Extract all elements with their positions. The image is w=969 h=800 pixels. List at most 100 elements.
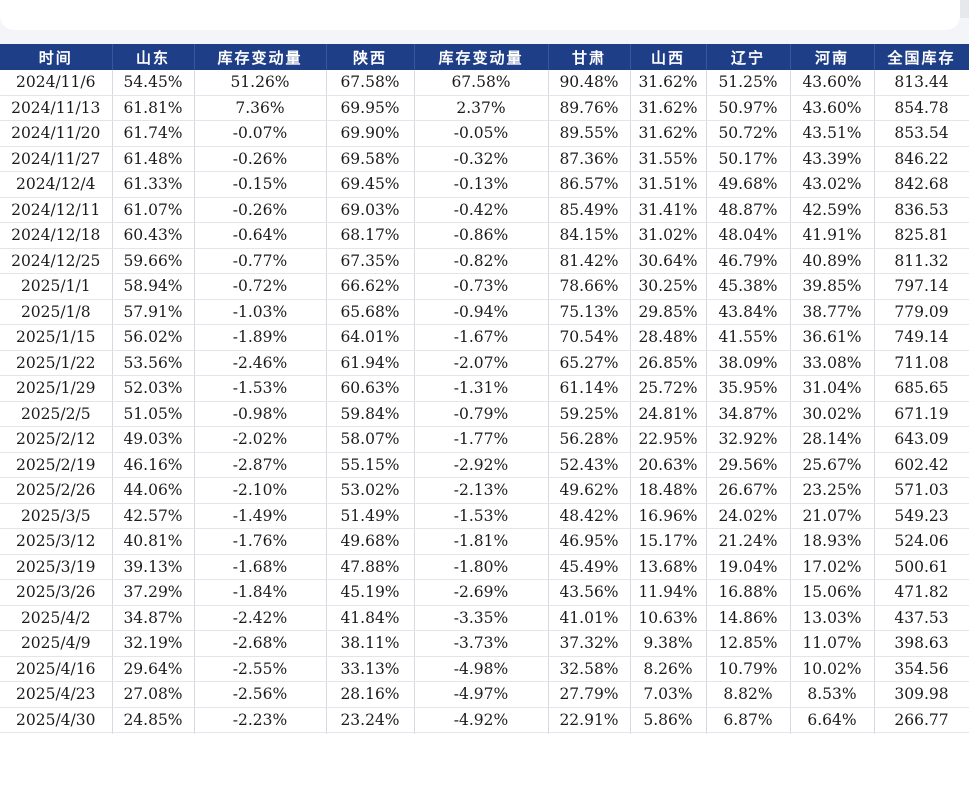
value-cell: -0.42% [414, 197, 549, 223]
value-cell: 67.58% [414, 70, 549, 96]
value-cell: 60.63% [326, 375, 415, 402]
value-cell: -2.46% [194, 350, 327, 376]
value-cell: 8.26% [630, 656, 707, 682]
date-cell: 2025/4/9 [0, 630, 113, 657]
value-cell: 37.32% [548, 630, 631, 657]
date-cell: 2024/12/4 [0, 171, 113, 198]
value-cell: 23.24% [326, 707, 415, 733]
value-cell: 61.07% [112, 197, 195, 223]
value-cell: 57.91% [112, 299, 195, 325]
value-cell: 21.07% [790, 503, 875, 529]
table-body: 2024/11/6 54.45% 51.26% 67.58% 67.58% 90.48% 3… [0, 70, 969, 759]
value-cell: 27.79% [548, 681, 631, 708]
value-cell: 59.66% [112, 248, 195, 274]
value-cell: 25.72% [630, 375, 707, 402]
value-cell: -0.32% [414, 146, 549, 172]
value-cell: 20.63% [630, 452, 707, 478]
value-cell: 26.85% [630, 350, 707, 376]
value-cell: 671.19 [874, 401, 969, 427]
table-row: 2025/1/22 53.56% -2.46% 61.94% -2.07% 65.27% 2… [0, 350, 969, 376]
table-row: 2024/12/11 61.07% -0.26% 69.03% -0.42% 85.49%… [0, 197, 969, 223]
date-cell: 2024/12/25 [0, 248, 113, 274]
value-cell: 354.56 [874, 656, 969, 682]
value-cell: 41.01% [548, 605, 631, 631]
value-cell: 21.24% [706, 528, 791, 555]
value-cell: 56.28% [548, 426, 631, 453]
value-cell: 43.60% [790, 70, 875, 96]
value-cell: 30.02% [790, 401, 875, 427]
value-cell: -0.72% [194, 273, 327, 300]
value-cell: -2.56% [194, 681, 327, 708]
value-cell: 24.02% [706, 503, 791, 529]
value-cell: 49.68% [706, 171, 791, 198]
column-header: 山西 [630, 44, 707, 70]
value-cell: 40.89% [790, 248, 875, 274]
value-cell: 48.42% [548, 503, 631, 529]
value-cell: 749.14 [874, 324, 969, 351]
table-row: 2025/3/19 39.13% -1.68% 47.88% -1.80% 45.49% 1… [0, 554, 969, 580]
value-cell: 398.63 [874, 630, 969, 657]
value-cell: 87.36% [548, 146, 631, 172]
column-header: 山东 [112, 44, 195, 70]
value-cell: 45.49% [548, 554, 631, 580]
value-cell: 54.45% [112, 70, 195, 96]
value-cell: 60.43% [112, 222, 195, 249]
value-cell: 797.14 [874, 273, 969, 300]
value-cell: 643.09 [874, 426, 969, 453]
value-cell: 61.14% [548, 375, 631, 402]
value-cell: 89.76% [548, 95, 631, 121]
value-cell: 59.84% [326, 401, 415, 427]
value-cell: 42.57% [112, 503, 195, 529]
table-row: 2024/12/18 60.43% -0.64% 68.17% -0.86% 84.15%… [0, 222, 969, 249]
value-cell: 75.13% [548, 299, 631, 325]
table-row: 2025/4/16 29.64% -2.55% 33.13% -4.98% 32.58% 8… [0, 656, 969, 682]
value-cell: -0.94% [414, 299, 549, 325]
table-row: 2025/1/15 56.02% -1.89% 64.01% -1.67% 70.54% 2… [0, 324, 969, 351]
value-cell: -2.13% [414, 477, 549, 504]
value-cell: 50.17% [706, 146, 791, 172]
date-cell: 2025/1/29 [0, 375, 113, 402]
value-cell: -0.05% [414, 120, 549, 147]
column-header: 陕西 [326, 44, 415, 70]
value-cell: 836.53 [874, 197, 969, 223]
value-cell: 853.54 [874, 120, 969, 147]
value-cell: 854.78 [874, 95, 969, 121]
column-header: 全国库存 [874, 44, 969, 70]
table-row: 2024/11/27 61.48% -0.26% 69.58% -0.32% 87.36%… [0, 146, 969, 172]
value-cell: 29.64% [112, 656, 195, 682]
table-row: 2025/4/2 34.87% -2.42% 41.84% -3.35% 41.01% 10… [0, 605, 969, 631]
value-cell: -0.15% [194, 171, 327, 198]
value-cell: 45.19% [326, 579, 415, 606]
value-cell: 6.64% [790, 707, 875, 733]
value-cell: -1.53% [194, 375, 327, 402]
value-cell: 49.68% [326, 528, 415, 555]
table-row: 2025/3/26 37.29% -1.84% 45.19% -2.69% 43.56% 1… [0, 579, 969, 606]
date-cell: 2025/4/23 [0, 681, 113, 708]
value-cell: 15.06% [790, 579, 875, 606]
value-cell: 13.03% [790, 605, 875, 631]
value-cell: 32.19% [112, 630, 195, 657]
value-cell: 9.38% [630, 630, 707, 657]
date-cell: 2025/3/5 [0, 503, 113, 529]
inventory-table-image: 时间 山东 库存变动量 陕西 库存变动量 甘肃 山西 辽宁 河南 全国库存 2024/11/6 54… [0, 44, 969, 759]
value-cell: 32.58% [548, 656, 631, 682]
date-cell: 2025/4/30 [0, 707, 113, 733]
value-cell: 47.88% [326, 554, 415, 580]
date-cell: 2025/1/15 [0, 324, 113, 351]
value-cell: 58.07% [326, 426, 415, 453]
value-cell: -0.64% [194, 222, 327, 249]
date-cell: 2025/1/22 [0, 350, 113, 376]
table-row: 2025/4/30 24.85% -2.23% 23.24% -4.92% 22.91% 5… [0, 707, 969, 733]
value-cell: -1.67% [414, 324, 549, 351]
inventory-table: 时间 山东 库存变动量 陕西 库存变动量 甘肃 山西 辽宁 河南 全国库存 2024/11/6 54… [0, 44, 969, 759]
value-cell: 18.93% [790, 528, 875, 555]
value-cell: 84.15% [548, 222, 631, 249]
table-row: 2025/2/5 51.05% -0.98% 59.84% -0.79% 59.25% 24… [0, 401, 969, 427]
value-cell: 69.03% [326, 197, 415, 223]
table-row: 2024/12/25 59.66% -0.77% 67.35% -0.82% 81.42%… [0, 248, 969, 274]
value-cell: 46.16% [112, 452, 195, 478]
column-header: 甘肃 [548, 44, 631, 70]
date-cell: 2025/3/26 [0, 579, 113, 606]
value-cell: 471.82 [874, 579, 969, 606]
column-header: 辽宁 [706, 44, 791, 70]
